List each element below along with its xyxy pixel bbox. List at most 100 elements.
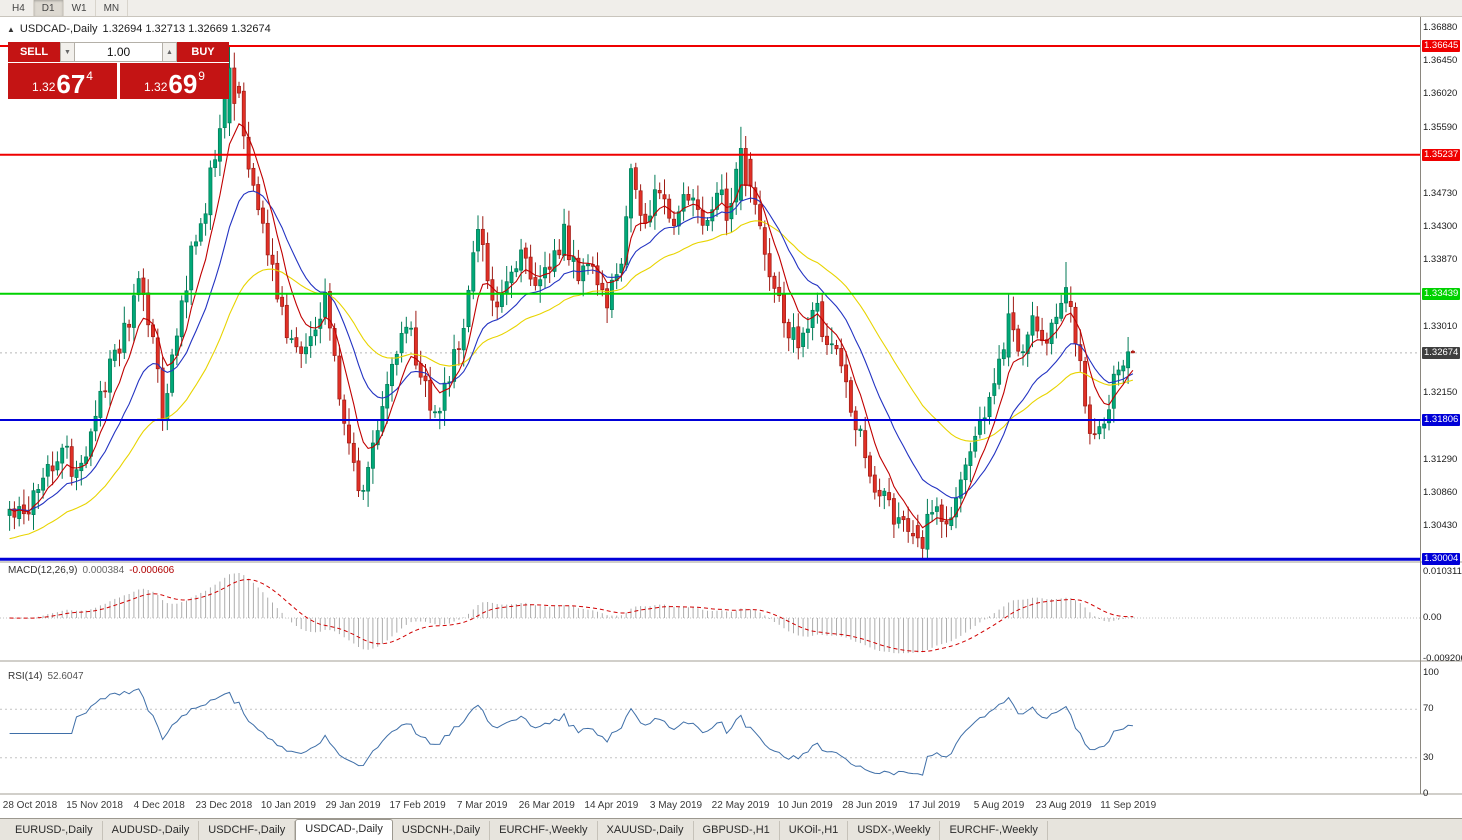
moving-averages	[9, 122, 1134, 540]
x-axis-label: 23 Aug 2019	[1035, 800, 1092, 811]
chart-tab-eurusd-daily[interactable]: EURUSD-,Daily	[6, 821, 103, 840]
time-scale[interactable]: 28 Oct 2018 15 Nov 2018 4 Dec 2018 23 Dec 2…	[0, 797, 1420, 815]
timeframe-button-w1[interactable]: W1	[64, 0, 96, 16]
chart-tab-audusd-daily[interactable]: AUDUSD-,Daily	[103, 821, 200, 840]
sell-button[interactable]: SELL	[8, 42, 60, 62]
macd-indicator-label: MACD(12,26,9) 0.000384 -0.000606	[8, 565, 174, 576]
price-tick-label: 1.36450	[1423, 55, 1458, 67]
rsi-value: 52.6047	[47, 671, 84, 682]
sell-price-big-digits: 67	[56, 69, 86, 99]
volume-input[interactable]: 1.00	[75, 42, 162, 62]
rsi-axis-label: 0	[1423, 788, 1429, 799]
chart-tab-usdcnh-daily[interactable]: USDCNH-,Daily	[393, 821, 491, 840]
price-tick-label: 1.36880	[1423, 21, 1458, 33]
timeframe-button-h4[interactable]: H4	[4, 0, 34, 16]
timeframe-button-mn[interactable]: MN	[96, 0, 129, 16]
price-tick-label: 1.34300	[1423, 221, 1458, 233]
price-tick-label: 1.32150	[1423, 387, 1458, 399]
one-click-panel-icon[interactable]: ▲	[7, 24, 15, 34]
x-axis-label: 26 Mar 2019	[518, 800, 575, 811]
x-axis-label: 5 Aug 2019	[973, 800, 1025, 811]
rsi-levels	[0, 708, 1420, 759]
price-tick-label: 1.35590	[1423, 121, 1458, 133]
x-axis-label: 23 Dec 2018	[195, 800, 253, 811]
chart-tab-usdchf-daily[interactable]: USDCHF-,Daily	[199, 821, 296, 840]
chart-tab-eurchf-weekly[interactable]: EURCHF-,Weekly	[490, 821, 598, 840]
pane-separators[interactable]	[0, 17, 1462, 796]
price-tick-label: 1.33870	[1423, 254, 1458, 266]
x-axis-label: 29 Jan 2019	[325, 800, 381, 811]
sell-price-prefix: 1.32	[32, 80, 56, 94]
macd-signal-line	[9, 578, 1133, 653]
x-axis-label: 11 Sep 2019	[1100, 800, 1157, 811]
rsi-axis-label: 30	[1423, 751, 1434, 763]
rsi-axis-label: 100	[1423, 667, 1439, 678]
price-scale[interactable]: 1.36880 1.36450 1.36020 1.35590 1.34730 1.343…	[1421, 17, 1462, 818]
chart-tab-ukoil-h1[interactable]: UKOil-,H1	[780, 821, 849, 840]
chart-tab-eurchf-weekly[interactable]: EURCHF-,Weekly	[940, 821, 1048, 840]
price-level-label: 1.33439	[1422, 287, 1461, 300]
macd-axis-label: 0.010311	[1423, 566, 1462, 577]
x-axis-label: 10 Jun 2019	[777, 800, 833, 811]
x-axis-label: 15 Nov 2018	[66, 800, 123, 811]
chart-tab-usdcad-daily[interactable]: USDCAD-,Daily	[295, 819, 393, 840]
price-tick-label: 1.33010	[1423, 320, 1458, 332]
buy-price-prefix: 1.32	[144, 80, 168, 94]
horizontal-levels[interactable]	[0, 45, 1420, 561]
volume-increase-icon[interactable]: ▲	[162, 42, 177, 62]
price-tick-label: 1.30860	[1423, 487, 1458, 499]
macd-main-value: 0.000384	[82, 565, 125, 576]
x-axis-label: 28 Oct 2018	[2, 800, 58, 811]
x-axis-label: 17 Feb 2019	[389, 800, 446, 811]
rsi-axis-label: 70	[1423, 703, 1434, 715]
chart-window: ▲ USDCAD-,Daily 1.32694 1.32713 1.32669 …	[0, 17, 1462, 818]
macd-histogram	[13, 573, 1134, 654]
rsi-pane	[0, 688, 1420, 776]
price-level-label: 1.32674	[1422, 346, 1461, 359]
price-tick-label: 1.34730	[1423, 187, 1458, 199]
ohlc-label: 1.32694 1.32713 1.32669 1.32674	[102, 23, 271, 35]
price-level-label: 1.31806	[1422, 413, 1461, 426]
x-axis-label: 10 Jan 2019	[260, 800, 316, 811]
buy-price-pip-digit: 9	[198, 69, 205, 83]
macd-signal-value: -0.000606	[129, 565, 175, 576]
sell-price-pip-digit: 4	[86, 69, 93, 83]
price-tick-label: 1.31290	[1423, 453, 1458, 465]
timeframe-toolbar: H4 D1 W1 MN	[0, 0, 1462, 17]
buy-button[interactable]: BUY	[177, 42, 229, 62]
price-level-label: 1.30004	[1422, 553, 1461, 566]
macd-axis-label: 0.00	[1423, 612, 1442, 623]
price-tick-label: 1.36020	[1423, 88, 1458, 100]
x-axis-label: 28 Jun 2019	[842, 800, 898, 811]
chart-tab-usdx-weekly[interactable]: USDX-,Weekly	[848, 821, 941, 840]
price-chart-canvas[interactable]	[0, 17, 1462, 818]
rsi-indicator-label: RSI(14) 52.6047	[8, 671, 84, 682]
one-click-trading-panel: SELL ▼ 1.00 ▲ BUY 1.32 67 4 1.32 69 9	[8, 42, 229, 99]
price-level-label: 1.35237	[1422, 148, 1461, 161]
symbol-period-label: USDCAD-,Daily	[19, 23, 98, 35]
x-axis-label: 14 Apr 2019	[584, 800, 639, 811]
buy-price-display[interactable]: 1.32 69 9	[120, 63, 229, 99]
macd-pane	[0, 573, 1420, 654]
chart-tab-bar: EURUSD-,Daily AUDUSD-,Daily USDCHF-,Daily U…	[0, 818, 1462, 840]
buy-price-big-digits: 69	[168, 69, 198, 99]
x-axis-label: 4 Dec 2018	[133, 800, 185, 811]
candlesticks	[7, 46, 1135, 561]
sell-price-display[interactable]: 1.32 67 4	[8, 63, 117, 99]
rsi-line	[9, 688, 1133, 776]
price-tick-label: 1.30430	[1423, 520, 1458, 532]
x-axis-label: 22 May 2019	[711, 800, 770, 811]
macd-axis-label: -0.009206	[1423, 653, 1462, 665]
macd-name: MACD(12,26,9)	[8, 565, 78, 576]
chart-tab-xauusd-daily[interactable]: XAUUSD-,Daily	[598, 821, 694, 840]
chart-tab-gbpusd-h1[interactable]: GBPUSD-,H1	[694, 821, 780, 840]
x-axis-label: 17 Jul 2019	[908, 800, 961, 811]
x-axis-label: 7 Mar 2019	[456, 800, 508, 811]
chart-title: ▲ USDCAD-,Daily 1.32694 1.32713 1.32669 …	[7, 23, 271, 35]
rsi-name: RSI(14)	[8, 671, 43, 682]
price-level-label: 1.36645	[1422, 40, 1461, 52]
timeframe-button-d1[interactable]: D1	[33, 0, 64, 16]
price-pane	[0, 45, 1420, 561]
x-axis-label: 3 May 2019	[649, 800, 703, 811]
volume-decrease-icon[interactable]: ▼	[60, 42, 75, 62]
